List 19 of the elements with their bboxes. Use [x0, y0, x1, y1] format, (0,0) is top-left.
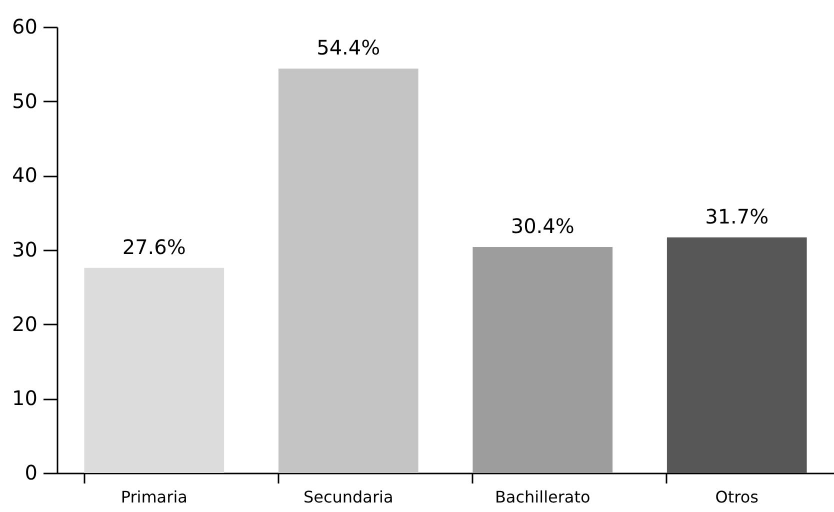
x-tick-label: Bachillerato: [494, 488, 590, 506]
data-label: 27.6%: [122, 234, 186, 259]
y-tick-label: 60: [12, 14, 38, 38]
data-label: 31.7%: [705, 204, 769, 228]
x-tick-label: Otros: [715, 488, 758, 506]
y-tick-label: 40: [12, 163, 38, 188]
x-tick-label: Secundaria: [303, 488, 394, 506]
bar: [84, 268, 224, 473]
y-tick-label: 20: [12, 312, 38, 336]
data-label: 30.4%: [510, 214, 574, 238]
y-tick-label: 0: [24, 460, 38, 484]
data-label: 54.4%: [316, 36, 380, 60]
bar: [666, 237, 807, 473]
y-tick-label: 50: [12, 88, 38, 113]
x-tick-label: Primaria: [120, 488, 188, 506]
y-tick-label: 30: [12, 238, 38, 262]
bar: [472, 247, 613, 473]
bar: [278, 68, 418, 473]
y-tick-label: 10: [12, 386, 38, 410]
